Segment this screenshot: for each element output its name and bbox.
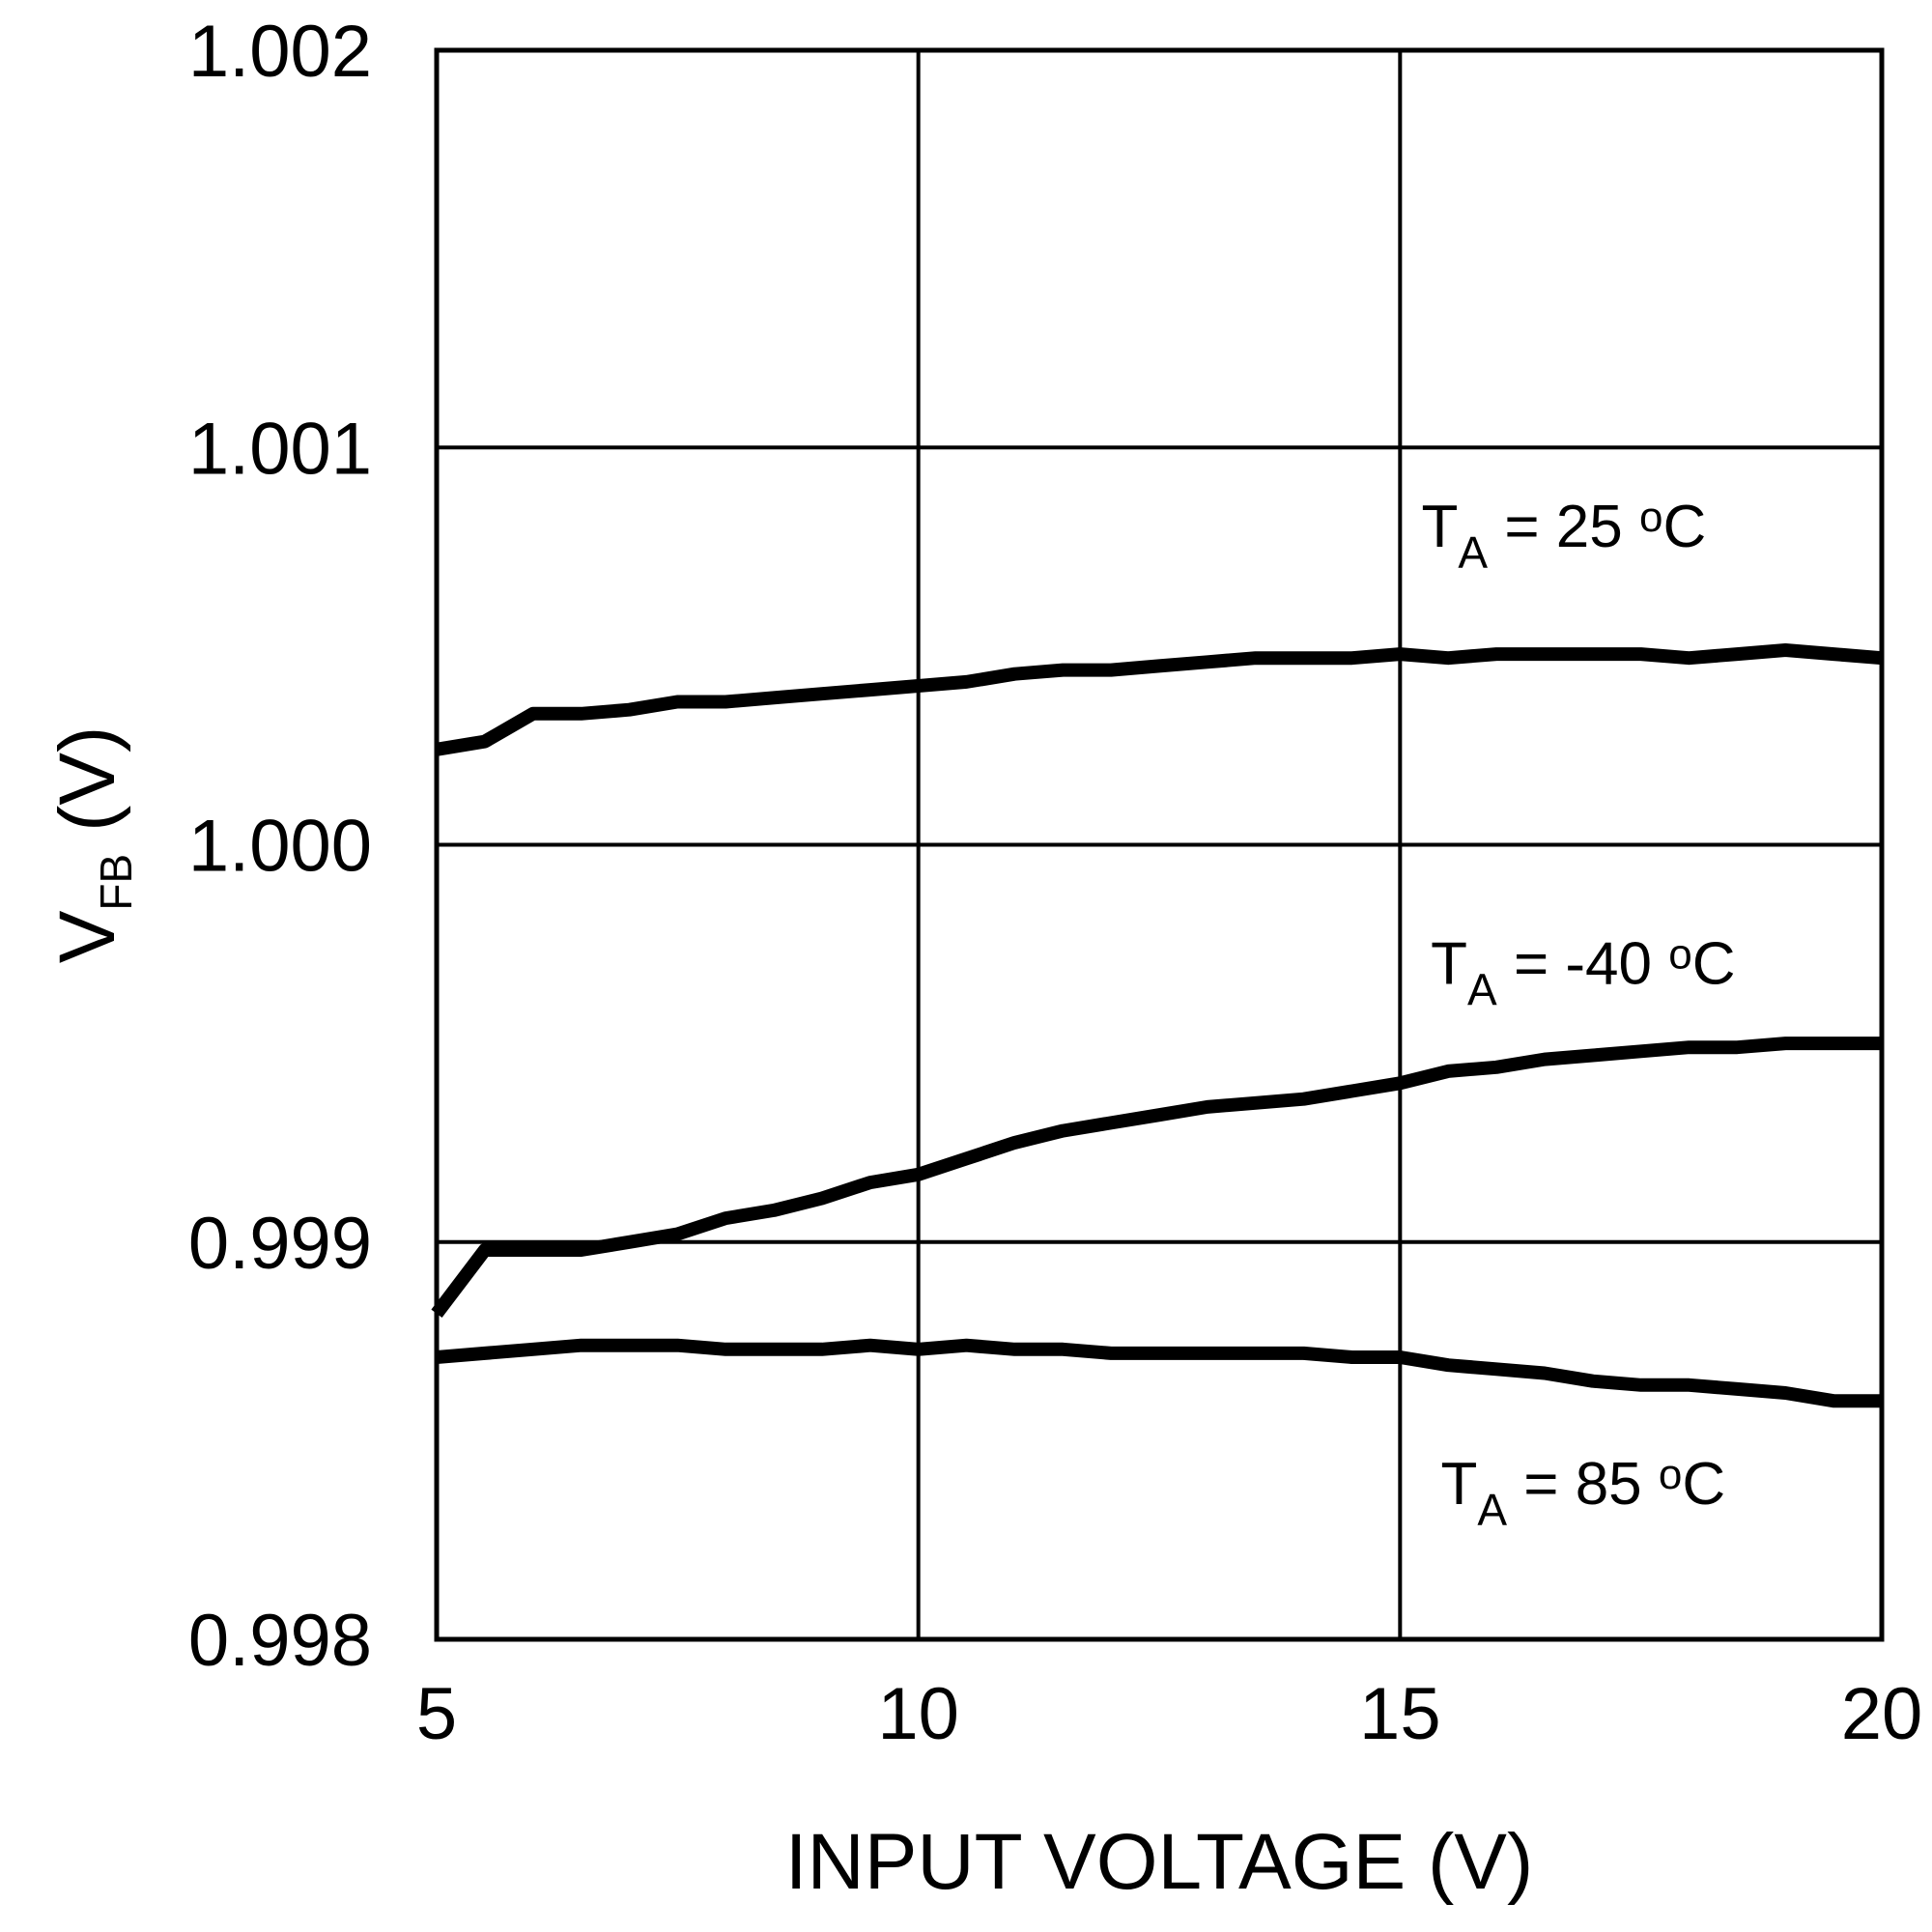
x-axis-title: INPUT VOLTAGE (V) bbox=[785, 1818, 1534, 1906]
y-axis-title-subscript: FB bbox=[91, 854, 141, 911]
series-line-2 bbox=[436, 1338, 1882, 1408]
x-tick-labels: 5 10 15 20 bbox=[416, 1673, 1922, 1755]
series-label-2: TA = 85 oC bbox=[1440, 1451, 1725, 1535]
series-line-0 bbox=[435, 643, 1883, 756]
y-tick-label-4: 1.002 bbox=[188, 11, 372, 93]
y-tick-label-2: 1.000 bbox=[188, 806, 372, 888]
y-tick-label-0: 0.998 bbox=[188, 1600, 372, 1682]
x-tick-label-0: 5 bbox=[416, 1673, 457, 1755]
x-tick-label-3: 20 bbox=[1841, 1673, 1923, 1755]
series-label-1: TA = -40 oC bbox=[1431, 930, 1735, 1014]
y-tick-label-3: 1.001 bbox=[188, 408, 372, 490]
x-tick-label-1: 10 bbox=[877, 1673, 959, 1755]
plot-area-frame bbox=[434, 47, 1885, 1642]
y-tick-labels: 0.998 0.999 1.000 1.001 1.002 bbox=[188, 11, 372, 1682]
series-line-1 bbox=[431, 1037, 1882, 1319]
y-axis-title-rest: (V) bbox=[43, 726, 131, 854]
y-axis-title-main: V bbox=[43, 910, 131, 963]
y-tick-label-1: 0.999 bbox=[188, 1203, 372, 1285]
y-axis-title: VFB (V) bbox=[43, 726, 141, 964]
series-labels: TA = 25 oC TA = -40 oC TA = 85 oC bbox=[1422, 494, 1736, 1535]
grid-lines bbox=[435, 48, 1884, 1641]
x-tick-label-2: 15 bbox=[1359, 1673, 1441, 1755]
series-lines bbox=[431, 643, 1883, 1408]
series-label-0: TA = 25 oC bbox=[1422, 494, 1707, 578]
